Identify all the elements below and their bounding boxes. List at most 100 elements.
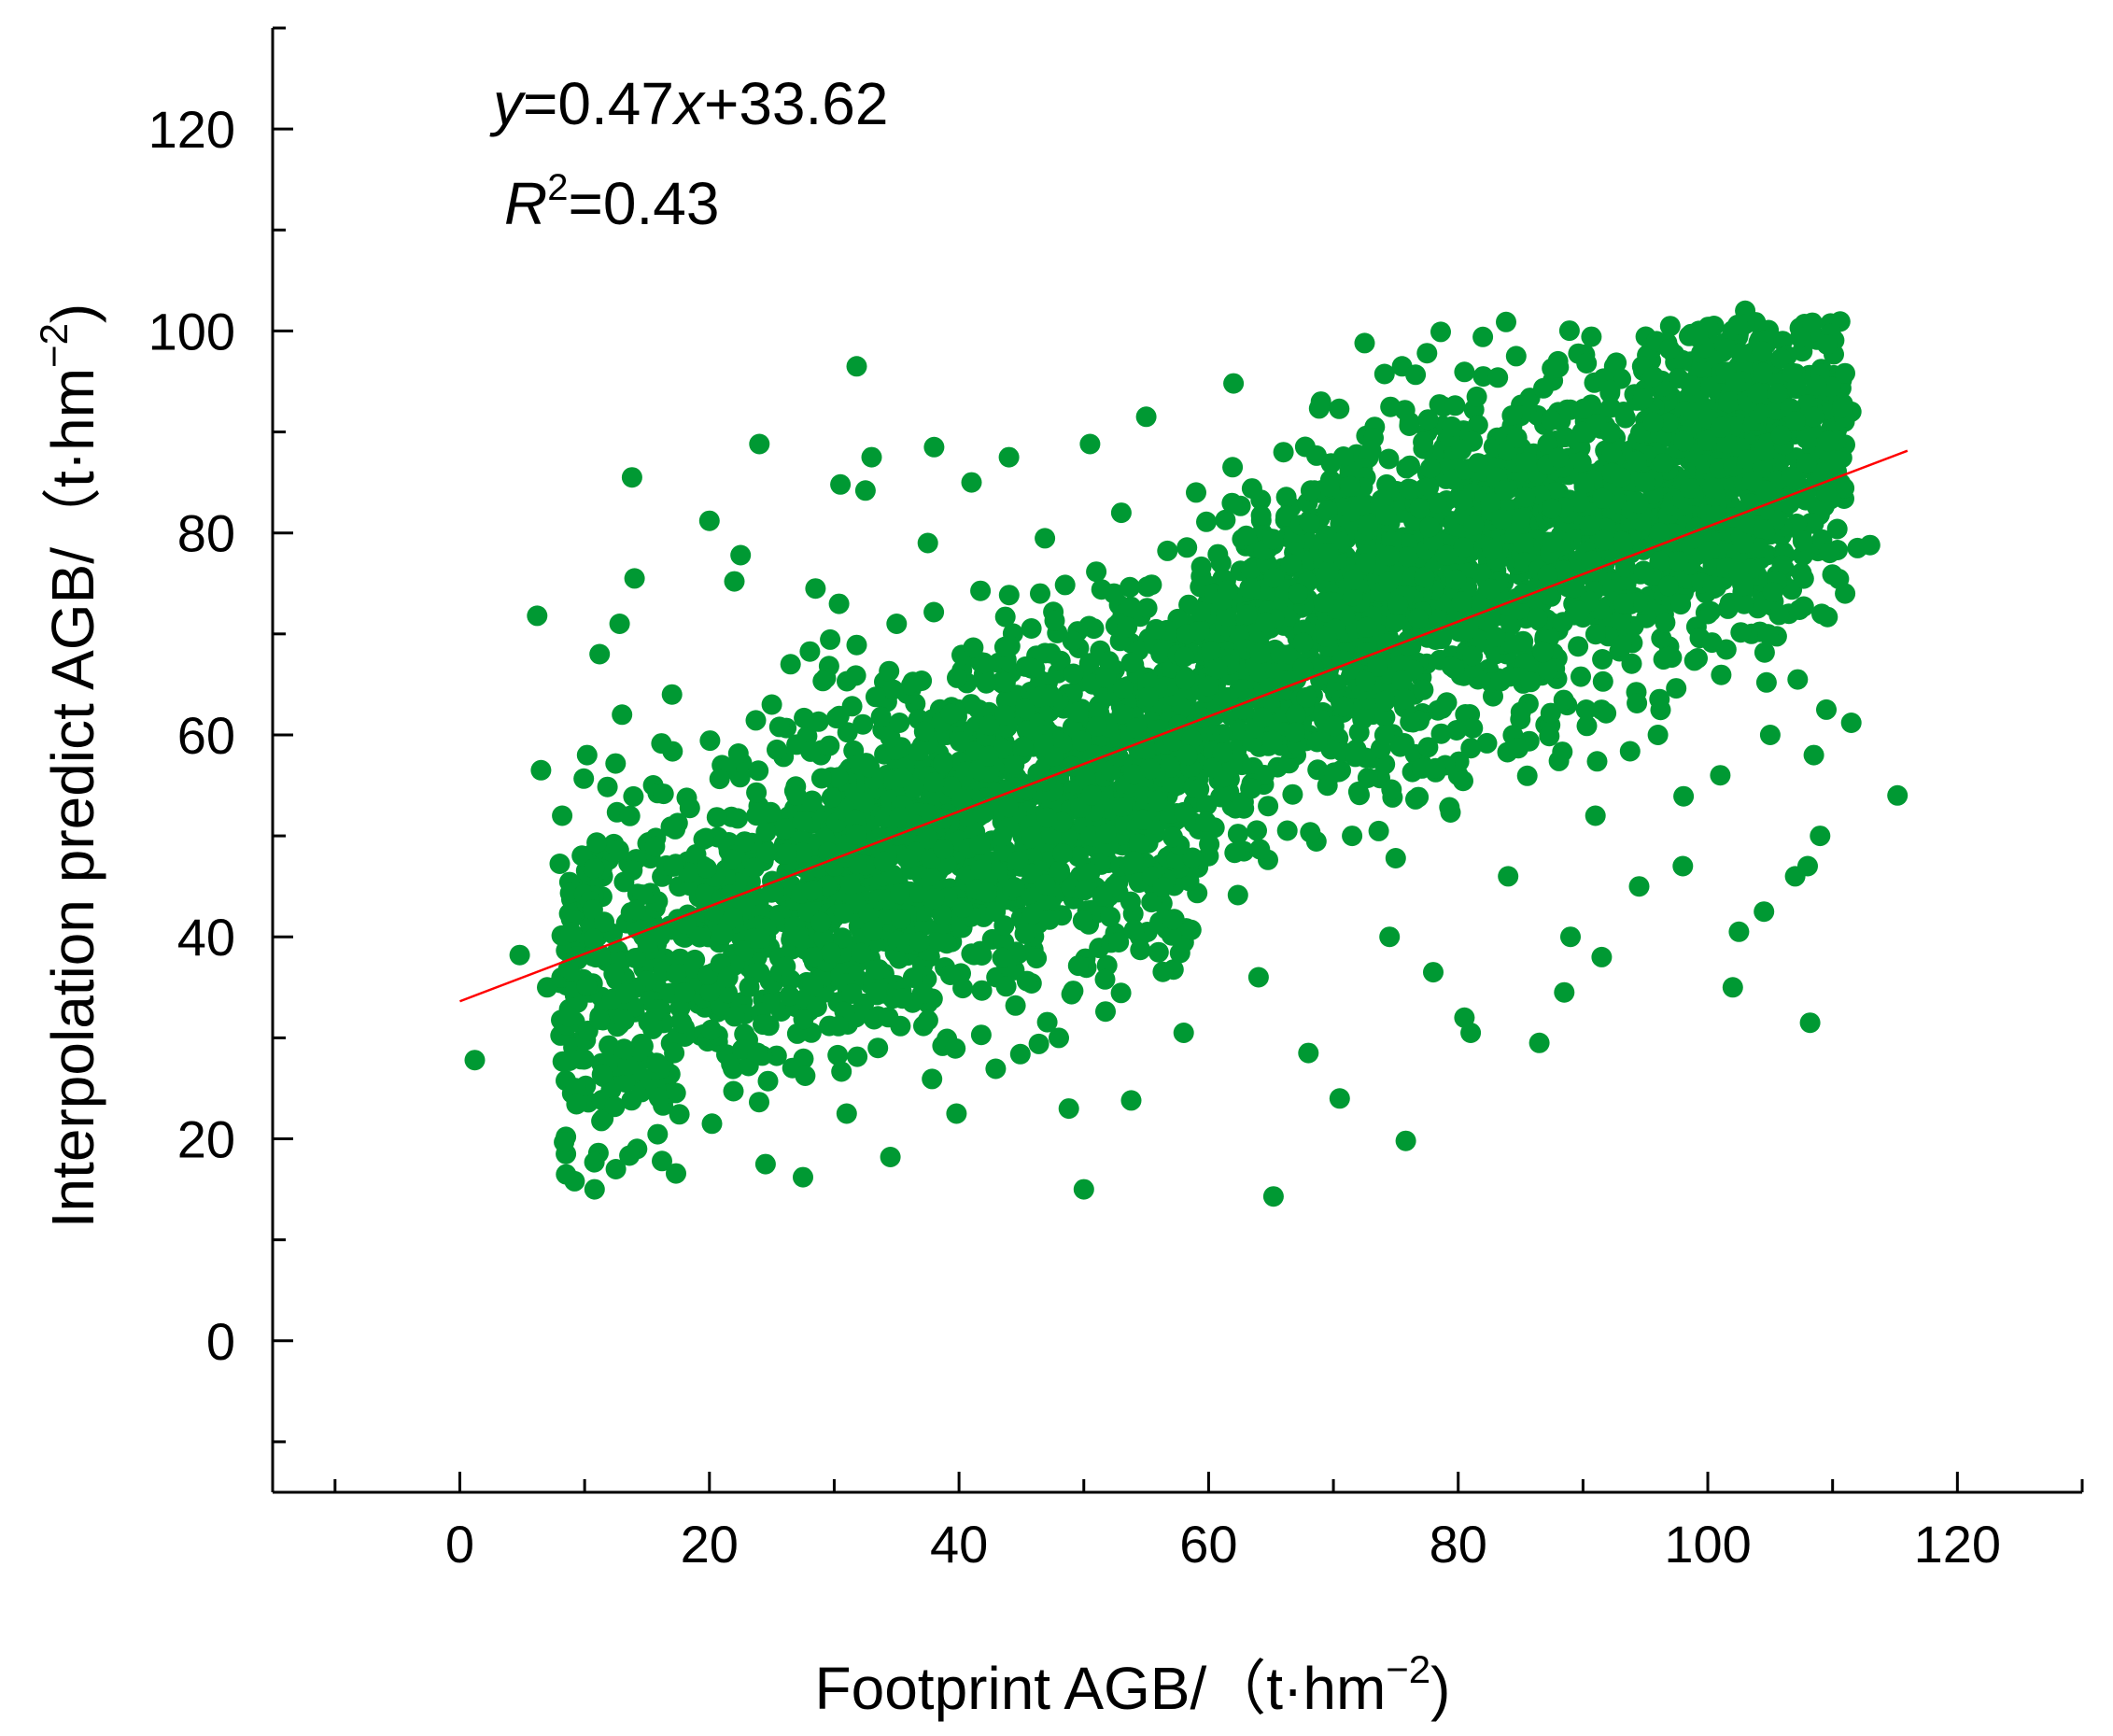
data-point <box>806 996 827 1018</box>
data-point <box>652 1150 672 1172</box>
data-point <box>576 975 598 996</box>
data-point <box>1241 478 1262 500</box>
data-point <box>933 839 954 860</box>
data-point <box>970 1024 992 1046</box>
data-point <box>818 841 838 863</box>
data-point <box>1345 746 1366 768</box>
data-point <box>1790 327 1810 348</box>
data-point <box>1425 757 1446 779</box>
data-point <box>1514 487 1536 508</box>
data-point <box>1436 544 1457 566</box>
x-axis-title-main: Footprint AGB/（t·hm <box>815 1655 1387 1722</box>
data-point <box>1611 530 1632 552</box>
data-point <box>1373 725 1395 746</box>
data-point <box>793 1009 814 1030</box>
data-point <box>1749 538 1770 559</box>
data-point <box>1086 715 1107 737</box>
data-point <box>1513 533 1534 555</box>
data-point <box>1585 805 1606 826</box>
data-point <box>1342 586 1363 607</box>
data-point <box>1150 642 1172 663</box>
x-tick-label: 0 <box>445 1515 474 1574</box>
data-point <box>1797 855 1818 877</box>
data-point <box>1552 612 1573 633</box>
data-point <box>615 982 637 1004</box>
data-point <box>1313 592 1334 613</box>
data-point <box>1581 550 1602 572</box>
data-point <box>1741 471 1763 492</box>
data-point <box>1730 343 1752 363</box>
data-point <box>1796 428 1817 449</box>
data-point <box>970 859 992 881</box>
data-point <box>1710 416 1731 438</box>
data-point <box>1052 843 1074 864</box>
data-point <box>889 883 910 905</box>
data-point <box>1573 398 1594 419</box>
data-point <box>1491 508 1513 529</box>
data-point <box>859 756 880 778</box>
data-point <box>699 981 721 1002</box>
data-point <box>557 958 579 980</box>
data-point <box>711 922 733 943</box>
data-point <box>830 473 852 495</box>
data-point <box>896 848 918 869</box>
data-point <box>1770 347 1792 369</box>
data-point <box>902 967 923 988</box>
data-point <box>734 1023 755 1045</box>
data-point <box>1376 633 1398 655</box>
data-point <box>878 1007 899 1028</box>
data-point <box>907 882 928 903</box>
data-point <box>1175 669 1196 690</box>
data-point <box>755 822 777 842</box>
data-point <box>1041 685 1063 707</box>
data-point <box>571 845 593 867</box>
data-point <box>693 828 714 850</box>
data-point <box>1189 620 1210 642</box>
data-point <box>1138 686 1159 708</box>
data-point <box>1672 855 1694 877</box>
data-point <box>584 1151 605 1173</box>
data-point <box>1004 755 1025 775</box>
data-point <box>1796 453 1818 474</box>
data-point <box>613 1038 635 1060</box>
data-point <box>1520 671 1542 693</box>
data-point <box>854 480 876 501</box>
data-point <box>1754 901 1775 923</box>
data-point <box>1300 822 1321 843</box>
data-point <box>1498 866 1519 887</box>
data-point <box>1440 802 1461 823</box>
x-axis-title-sup: −2 <box>1386 1647 1430 1691</box>
data-point <box>882 679 904 700</box>
data-point <box>1548 447 1570 469</box>
data-point <box>1649 522 1670 543</box>
data-point <box>1307 759 1329 781</box>
data-point <box>892 988 913 1009</box>
data-point <box>1212 742 1233 764</box>
ticks-layer: 0 20 40 60 80 100 120 0 20 40 60 80 100 120 <box>148 26 2084 1574</box>
data-point <box>1202 757 1223 779</box>
data-point <box>1541 409 1562 430</box>
data-point <box>1357 637 1378 658</box>
data-point <box>951 788 972 810</box>
data-point <box>1117 616 1138 638</box>
data-point <box>1058 1098 1079 1120</box>
data-point <box>1762 582 1783 602</box>
data-point <box>873 851 895 872</box>
data-point <box>1141 892 1162 913</box>
data-point <box>828 593 850 614</box>
data-point <box>1352 709 1373 730</box>
data-point <box>1754 642 1775 663</box>
data-point <box>1819 543 1840 564</box>
data-point <box>1148 941 1169 963</box>
data-point <box>1417 409 1439 430</box>
data-point <box>1767 383 1788 404</box>
data-point <box>1263 567 1285 588</box>
data-point <box>845 809 866 830</box>
data-point <box>753 1014 773 1036</box>
equation-rest: +33.62 <box>704 70 889 137</box>
data-point <box>886 614 908 634</box>
data-point <box>1389 736 1411 757</box>
data-point <box>970 580 992 601</box>
data-point <box>880 727 901 748</box>
